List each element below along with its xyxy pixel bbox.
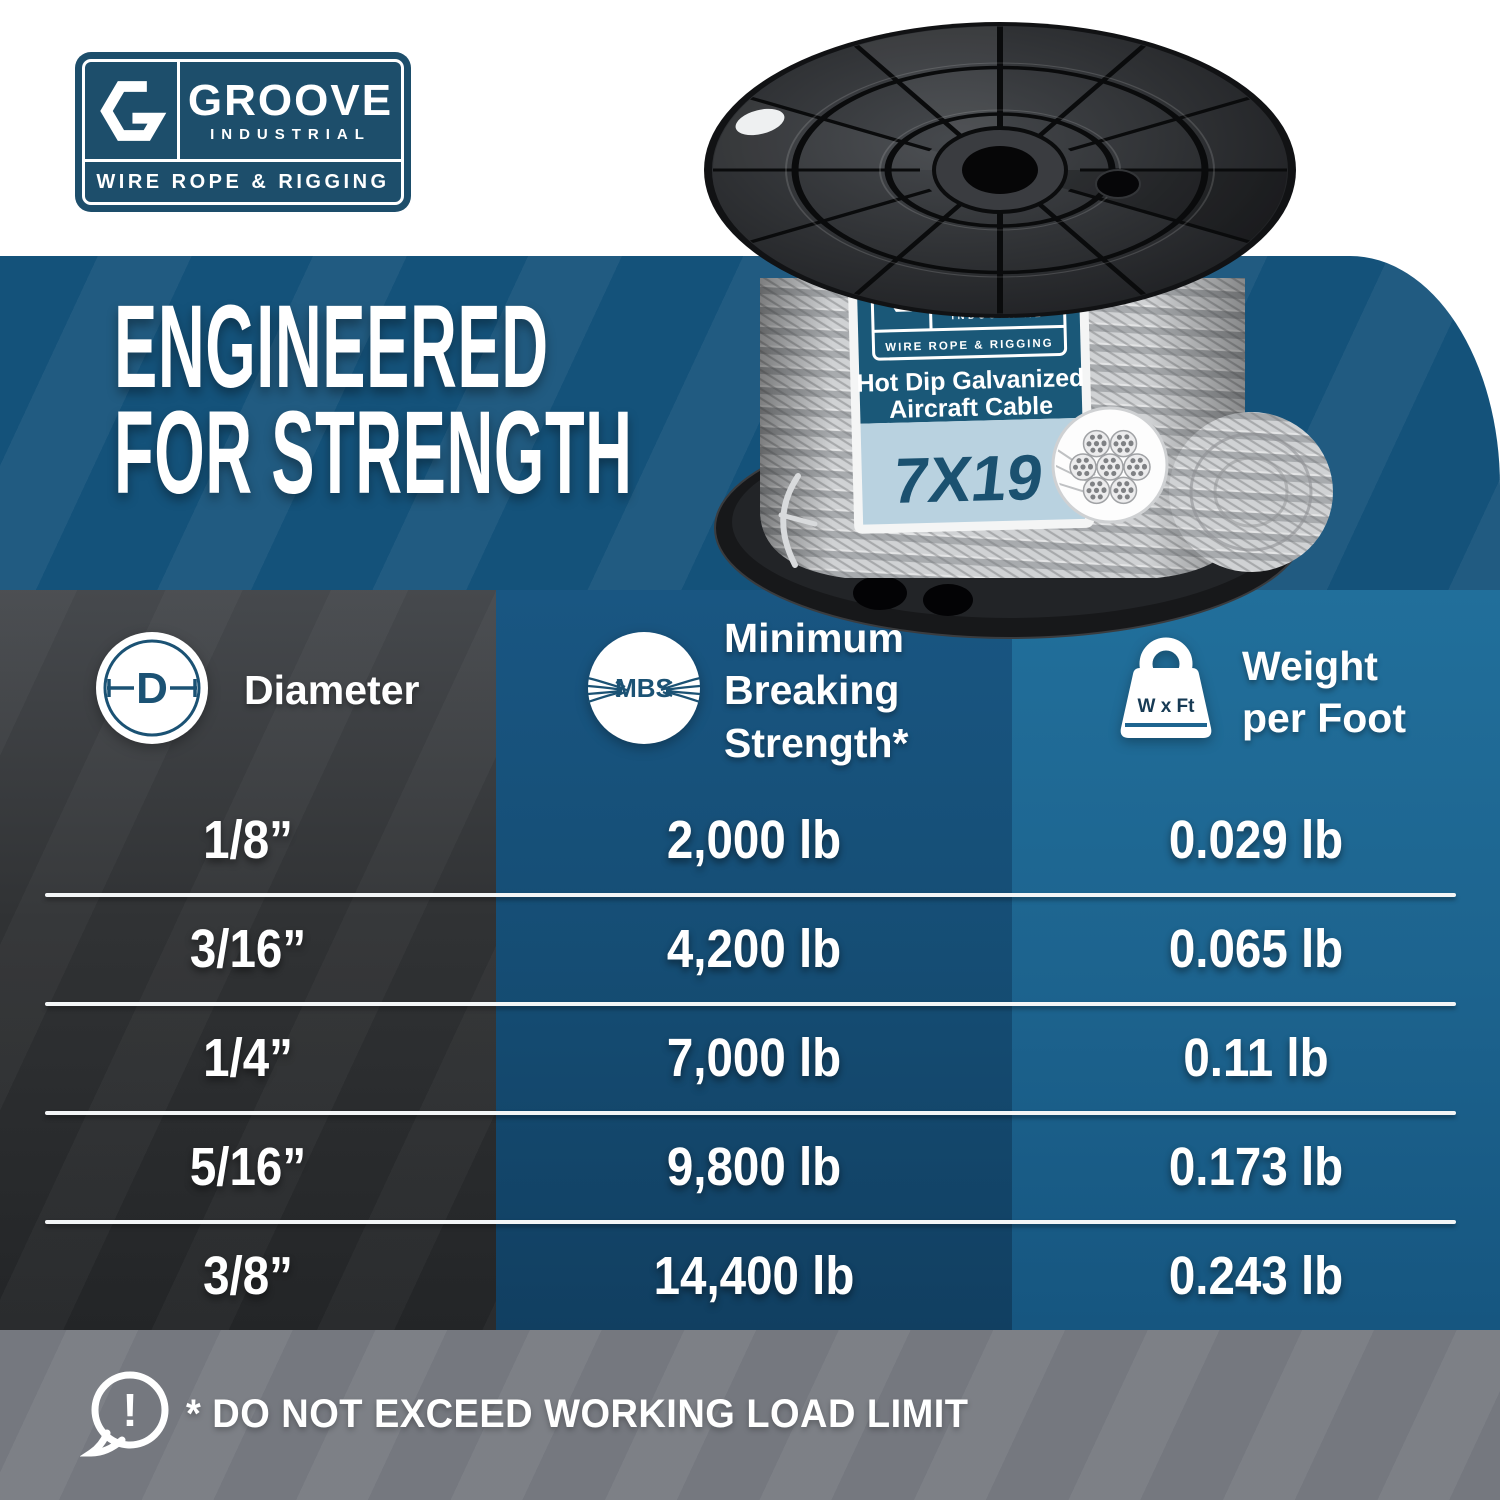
g-mark-icon xyxy=(100,80,167,141)
flange-hole xyxy=(853,576,907,610)
cell-weight: 0.065 lb xyxy=(1168,919,1344,980)
cell-weight: 0.11 lb xyxy=(1183,1027,1329,1088)
diameter-icon: D xyxy=(96,632,208,744)
brand-tagline: WIRE ROPE & RIGGING xyxy=(85,162,401,202)
row-divider xyxy=(45,893,1456,897)
cell-diameter: 1/8” xyxy=(203,810,293,871)
brand-sub: INDUSTRIAL xyxy=(210,126,371,143)
brand-wordmark: GROOVE INDUSTRIAL xyxy=(180,62,401,159)
label-brand-tagline: WIRE ROPE & RIGGING xyxy=(885,338,1054,354)
row-divider xyxy=(45,1111,1456,1115)
cell-weight: 0.243 lb xyxy=(1168,1245,1344,1306)
table-row: 3/8” 14,400 lb 0.243 lb xyxy=(0,1221,1500,1330)
spec-table-rows: 1/8” 2,000 lb 0.029 lb 3/16” 4,200 lb 0.… xyxy=(0,786,1500,1330)
flange-rim-hole xyxy=(735,108,785,136)
svg-text:!: ! xyxy=(122,1384,137,1436)
column-header-mbs: Minimum Breaking Strength* xyxy=(724,615,909,766)
weight-icon: W x Ft xyxy=(1120,637,1212,738)
column-header-diameter: Diameter xyxy=(244,667,420,713)
cell-mbs: 4,200 lb xyxy=(666,919,842,980)
label-product-line2: Aircraft Cable xyxy=(889,392,1054,424)
brand-name: GROOVE xyxy=(187,76,394,125)
hero-title: ENGINEERED FOR STRENGTH xyxy=(114,281,633,520)
cell-mbs: 14,400 lb xyxy=(653,1245,855,1306)
spool-top-flange xyxy=(704,22,1296,318)
footer-disclaimer-bar: ! * DO NOT EXCEED WORKING LOAD LIMIT xyxy=(0,1330,1500,1500)
row-divider xyxy=(45,1002,1456,1006)
alert-icon: ! xyxy=(80,1371,169,1457)
cable-coil-overflow xyxy=(1169,412,1333,572)
table-column-diameter-bg xyxy=(0,590,496,1330)
cable-spool-photo: GROOVE INDUSTRIAL WIRE ROPE & RIGGING Ho… xyxy=(704,22,1333,639)
cell-mbs: 7,000 lb xyxy=(666,1027,842,1088)
brand-g-mark xyxy=(85,62,177,159)
product-label: GROOVE INDUSTRIAL WIRE ROPE & RIGGING Ho… xyxy=(847,245,1095,534)
cell-mbs: 9,800 lb xyxy=(666,1136,842,1197)
svg-text:MBS: MBS xyxy=(615,673,673,703)
mbs-icon: MBS xyxy=(587,632,701,744)
label-construction: 7X19 xyxy=(889,441,1047,517)
cell-diameter: 1/4” xyxy=(203,1027,293,1088)
flange-hole xyxy=(923,584,973,616)
cell-weight: 0.029 lb xyxy=(1168,810,1344,871)
table-column-mbs-bg xyxy=(496,590,1012,1330)
table-row: 3/16” 4,200 lb 0.065 lb xyxy=(0,895,1500,1004)
cell-weight: 0.173 lb xyxy=(1168,1136,1344,1197)
svg-text:D: D xyxy=(136,664,168,713)
table-row: 5/16” 9,800 lb 0.173 lb xyxy=(0,1112,1500,1221)
disclaimer-text: * DO NOT EXCEED WORKING LOAD LIMIT xyxy=(186,1392,969,1436)
table-row: 1/4” 7,000 lb 0.11 lb xyxy=(0,1004,1500,1113)
cell-mbs: 2,000 lb xyxy=(666,810,842,871)
row-divider xyxy=(45,1220,1456,1224)
cell-diameter: 5/16” xyxy=(189,1136,307,1197)
table-column-weight-bg xyxy=(1012,590,1500,1330)
wire-end xyxy=(778,473,818,568)
table-row: 1/8” 2,000 lb 0.029 lb xyxy=(0,786,1500,895)
column-header-weight: Weight per Foot xyxy=(1242,643,1406,742)
cell-diameter: 3/8” xyxy=(203,1245,293,1306)
cable-cross-section-icon xyxy=(1051,406,1169,524)
label-product-line1: Hot Dip Galvanized xyxy=(856,364,1084,398)
cell-diameter: 3/16” xyxy=(189,919,307,980)
brand-logo: GROOVE INDUSTRIAL WIRE ROPE & RIGGING xyxy=(75,52,411,212)
brand-logo-frame: GROOVE INDUSTRIAL WIRE ROPE & RIGGING xyxy=(82,59,404,205)
hub-side-hole xyxy=(1095,169,1141,199)
svg-text:W x Ft: W x Ft xyxy=(1138,696,1196,717)
